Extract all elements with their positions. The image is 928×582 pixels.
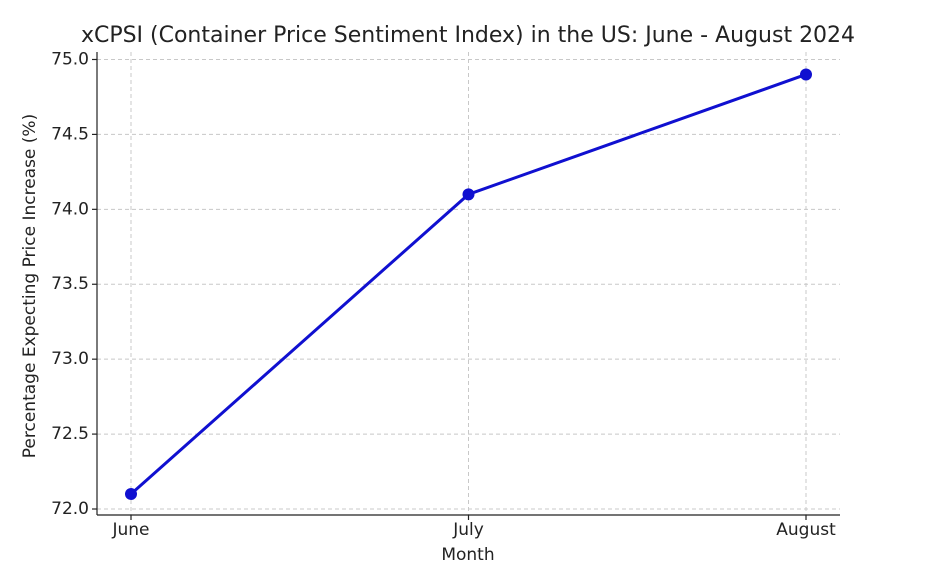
y-tick-label: 74.5 — [51, 124, 89, 144]
marker — [800, 68, 812, 81]
chart-title: xCPSI (Container Price Sentiment Index) … — [81, 23, 855, 48]
marker — [462, 188, 475, 201]
y-tick-label: 74.0 — [51, 199, 89, 219]
y-tick-label: 72.5 — [51, 424, 89, 444]
x-axis-label: Month — [441, 545, 494, 565]
y-tick-label: 73.0 — [51, 349, 89, 369]
y-axis-label: Percentage Expecting Price Increase (%) — [20, 114, 40, 458]
x-tick-label: July — [452, 520, 484, 540]
x-tick-label: August — [776, 520, 836, 540]
y-tick-label: 75.0 — [51, 49, 89, 69]
marker — [125, 488, 137, 501]
x-tick-label: June — [111, 520, 149, 540]
y-tick-label: 73.5 — [51, 274, 89, 294]
y-tick-label: 72.0 — [51, 499, 89, 519]
